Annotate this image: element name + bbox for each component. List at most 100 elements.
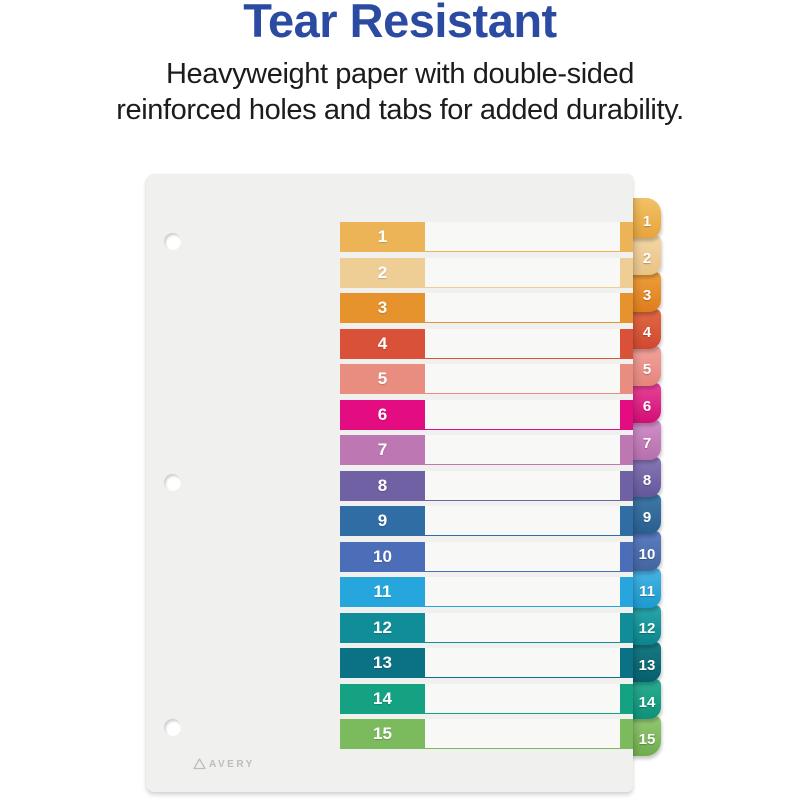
row-writing-line (425, 541, 620, 572)
tab-number: 7 (642, 434, 652, 452)
toc-row: 6 (340, 399, 633, 430)
row-number: 2 (377, 262, 388, 282)
row-number-block: 5 (340, 364, 425, 394)
punch-hole-middle (164, 474, 181, 491)
row-number: 5 (377, 369, 388, 388)
row-writing-line (425, 257, 620, 288)
tab-number: 14 (638, 693, 656, 711)
row-number: 8 (377, 475, 388, 495)
index-tab: 8 (630, 457, 661, 497)
row-number: 3 (377, 298, 388, 317)
toc-row: 4 (340, 328, 633, 359)
row-number-block: 6 (340, 399, 425, 430)
row-number: 6 (377, 404, 388, 424)
row-number: 11 (373, 582, 392, 601)
index-tab: 2 (630, 235, 661, 275)
avery-triangle-icon (193, 758, 206, 770)
row-edge-strip (620, 364, 633, 394)
row-edge-strip (620, 541, 633, 572)
row-edge-strip (620, 222, 633, 252)
tab-number: 15 (638, 730, 656, 748)
toc-row: 14 (340, 683, 633, 714)
row-edge-strip (620, 612, 633, 643)
avery-logo-text: AVERY (209, 758, 255, 770)
row-edge-strip (620, 719, 633, 749)
index-tab: 4 (630, 309, 661, 349)
row-number-block: 14 (340, 683, 425, 714)
row-number-block: 13 (340, 648, 425, 678)
tab-number: 2 (642, 249, 652, 267)
index-tab: 14 (630, 679, 661, 719)
toc-row: 8 (340, 470, 633, 501)
toc-row: 2 (340, 257, 633, 288)
toc-row: 13 (340, 648, 633, 678)
punch-hole-top (164, 233, 181, 250)
toc-row: 5 (340, 364, 633, 394)
row-writing-line (425, 506, 620, 536)
row-number-block: 1 (340, 222, 425, 252)
index-tab: 11 (630, 568, 661, 608)
toc-row: 10 (340, 541, 633, 572)
row-number: 13 (373, 653, 392, 672)
row-writing-line (425, 470, 620, 501)
toc-row: 3 (340, 293, 633, 323)
row-number: 4 (377, 333, 388, 353)
row-edge-strip (620, 470, 633, 501)
row-number-block: 8 (340, 470, 425, 501)
row-edge-strip (620, 648, 633, 678)
row-writing-line (425, 719, 620, 749)
row-edge-strip (620, 683, 633, 714)
row-edge-strip (620, 293, 633, 323)
row-edge-strip (620, 435, 633, 465)
row-edge-strip (620, 506, 633, 536)
row-number-block: 11 (340, 577, 425, 607)
row-number-block: 12 (340, 612, 425, 643)
index-tab: 12 (630, 605, 661, 645)
toc-row: 9 (340, 506, 633, 536)
row-edge-strip (620, 399, 633, 430)
toc-row: 11 (340, 577, 633, 607)
row-number: 12 (373, 617, 392, 637)
avery-logo: AVERY (193, 758, 255, 770)
toc-row: 15 (340, 719, 633, 749)
tab-number: 5 (642, 360, 652, 378)
row-number: 1 (377, 227, 388, 246)
toc-row: 1 (340, 222, 633, 252)
row-writing-line (425, 435, 620, 465)
index-tab: 1 (630, 198, 661, 238)
tab-number: 1 (642, 212, 652, 230)
index-tab: 10 (630, 531, 661, 571)
tab-number: 12 (638, 619, 656, 637)
row-number-block: 2 (340, 257, 425, 288)
subtitle-line-2: reinforced holes and tabs for added dura… (116, 93, 684, 126)
row-writing-line (425, 612, 620, 643)
row-number: 14 (373, 688, 392, 708)
index-tab: 7 (630, 420, 661, 460)
toc-row: 7 (340, 435, 633, 465)
row-edge-strip (620, 577, 633, 607)
subtitle-line-1: Heavyweight paper with double-sided (165, 58, 634, 90)
row-number-block: 10 (340, 541, 425, 572)
tab-number: 11 (639, 582, 655, 600)
index-tab: 9 (630, 494, 661, 534)
index-tab: 15 (630, 716, 661, 756)
headline-subtitle: Heavyweight paper with double-sided reinf… (0, 57, 800, 129)
row-number-block: 3 (340, 293, 425, 323)
row-writing-line (425, 222, 620, 252)
tab-number: 6 (642, 397, 652, 415)
tab-number: 8 (642, 471, 652, 489)
row-writing-line (425, 683, 620, 714)
index-tab: 13 (630, 642, 661, 682)
tab-number: 13 (638, 656, 656, 674)
row-number-block: 9 (340, 506, 425, 536)
row-number-block: 7 (340, 435, 425, 465)
row-number: 10 (373, 546, 392, 566)
row-writing-line (425, 293, 620, 323)
row-edge-strip (620, 257, 633, 288)
tab-stack: 1 2 3 4 5 6 7 8 9 10 11 12 13 14 15 (630, 198, 661, 756)
tab-number: 10 (638, 545, 656, 563)
toc-row: 12 (340, 612, 633, 643)
row-number-block: 15 (340, 719, 425, 749)
tab-number: 4 (642, 323, 652, 341)
